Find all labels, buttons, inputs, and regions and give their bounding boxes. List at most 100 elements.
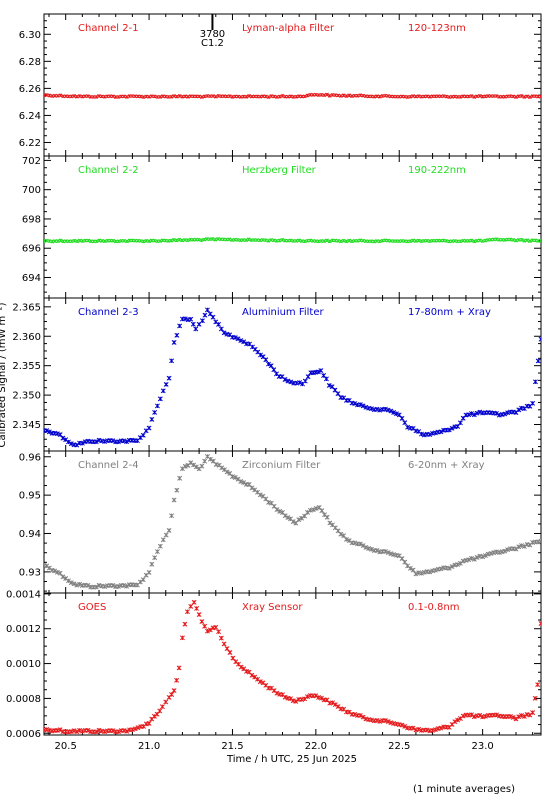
data-point (58, 238, 63, 243)
y-tick-label: 0.95 (19, 491, 41, 502)
data-point (115, 439, 121, 445)
data-point (57, 727, 63, 733)
data-point (288, 238, 293, 243)
data-point (271, 238, 276, 243)
data-point (535, 358, 541, 364)
data-point (502, 548, 508, 554)
data-point (330, 700, 335, 706)
data-point (482, 713, 488, 719)
data-point (110, 94, 115, 99)
data-point (514, 95, 518, 99)
data-point (96, 727, 102, 733)
data-point (444, 239, 449, 243)
y-tick-label: 0.0008 (6, 694, 41, 705)
y-tick-label: 6.28 (19, 57, 41, 68)
data-point (438, 566, 444, 572)
data-point (539, 94, 541, 99)
data-point (438, 429, 444, 435)
x-tick-label: 21.5 (221, 741, 243, 752)
data-point (210, 314, 216, 320)
data-point (258, 238, 262, 243)
data-point (174, 487, 180, 493)
data-point (268, 363, 274, 369)
data-point (532, 695, 538, 701)
data-point (325, 92, 329, 97)
data-point (152, 238, 157, 243)
data-point (480, 554, 486, 560)
data-point (491, 550, 497, 556)
data-point (446, 427, 452, 433)
data-point (396, 412, 402, 418)
data-point (527, 239, 532, 244)
data-point (140, 577, 146, 583)
data-point (257, 492, 263, 498)
data-point (60, 435, 66, 441)
data-point (519, 543, 524, 548)
data-point (149, 561, 155, 567)
data-point (72, 94, 77, 98)
x-tick-label: 20.5 (55, 741, 77, 752)
data-point (477, 409, 483, 415)
data-point (138, 238, 143, 243)
data-point (177, 237, 182, 242)
data-point (211, 94, 215, 99)
panel-label-3: 120-123nm (408, 23, 466, 34)
y-tick-label: 0.0006 (6, 729, 41, 740)
data-point (185, 238, 190, 243)
data-point (241, 339, 247, 345)
data-point (102, 439, 108, 444)
data-point (471, 714, 477, 720)
data-point (318, 695, 324, 701)
data-point (244, 94, 249, 99)
data-point (335, 391, 341, 397)
data-point (452, 719, 458, 725)
data-point (455, 562, 461, 568)
data-point (188, 603, 194, 609)
data-point (361, 93, 366, 98)
data-point (388, 720, 394, 726)
flare-marker-label-2: C1.2 (201, 38, 224, 49)
data-point (432, 430, 438, 436)
data-point (416, 238, 421, 243)
data-point (169, 513, 175, 519)
data-point (494, 94, 499, 98)
data-point (519, 94, 524, 98)
data-point (174, 677, 180, 683)
data-point (521, 543, 527, 549)
panel-label-2: Herzberg Filter (242, 165, 317, 176)
panel-label-1: Channel 2-2 (78, 165, 139, 176)
data-point (350, 94, 354, 99)
data-point (382, 718, 388, 723)
data-point (402, 559, 408, 565)
data-point (154, 403, 160, 409)
data-point (221, 641, 227, 647)
data-point (68, 729, 74, 735)
data-point (135, 725, 141, 731)
data-point (410, 725, 416, 731)
data-point (319, 508, 325, 514)
data-point (158, 239, 163, 243)
data-point (202, 623, 208, 629)
data-point (69, 239, 74, 244)
data-point (368, 717, 374, 723)
data-point (193, 464, 199, 470)
data-point (115, 584, 121, 589)
data-point (86, 238, 91, 243)
data-point (122, 238, 127, 243)
data-point (297, 380, 303, 386)
data-point (55, 239, 60, 244)
data-point (323, 376, 329, 382)
data-point (191, 462, 196, 468)
data-point (172, 94, 177, 98)
data-point (521, 713, 527, 719)
data-point (399, 556, 405, 562)
y-tick-label: 2.350 (12, 391, 41, 402)
data-point (266, 361, 271, 367)
data-point (391, 410, 397, 415)
data-point (469, 94, 474, 99)
data-point (305, 374, 311, 380)
data-point (79, 440, 85, 446)
data-point (455, 423, 461, 429)
data-point (341, 533, 347, 539)
data-point (352, 401, 358, 406)
